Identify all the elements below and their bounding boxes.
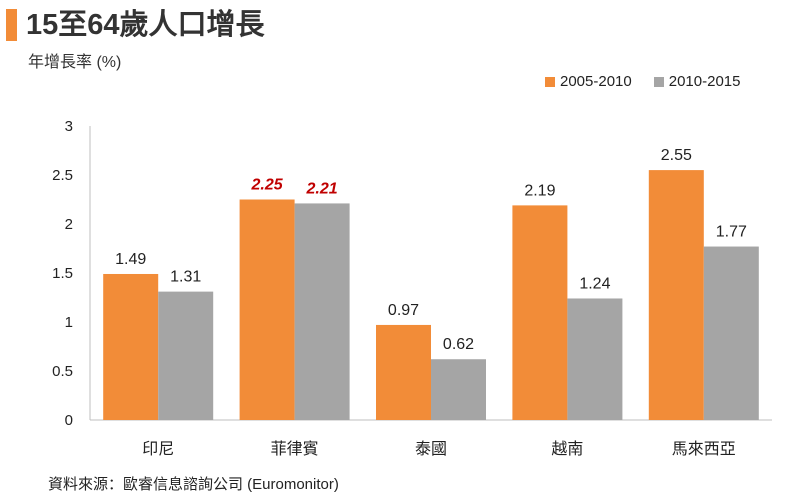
y-tick-label: 1.5 [52,265,73,282]
data-label: 0.97 [388,302,419,319]
data-label: 2.19 [524,182,555,199]
title-accent-bar [6,9,17,41]
y-tick-label: 3 [65,118,73,135]
data-label: 2.25 [251,177,284,194]
bar-1 [239,199,295,420]
data-label: 1.49 [115,251,146,268]
legend-swatch-series-2 [653,76,664,87]
x-tick-label: 越南 [551,440,583,458]
data-label: 1.24 [579,275,610,292]
data-label: 1.31 [170,269,201,286]
legend-swatch-series-1 [545,76,555,87]
chart-title: 15至64歲人口增長 [26,9,265,41]
data-label: 0.62 [443,336,474,353]
y-tick-label: 2.5 [52,167,73,184]
legend-item-series-1: 2005-2010 [545,73,632,90]
y-tick-label: 1 [65,314,73,331]
bar-2 [294,203,350,420]
source-note: 資料來源：歐睿信息諮詢公司 (Euromonitor) [48,476,339,493]
legend: 2005-2010 2010-2015 [545,73,762,90]
data-label: 2.21 [306,180,338,197]
legend-label-series-2: 2010-2015 [668,73,741,90]
bar-1 [648,170,704,420]
chart-subtitle: 年增長率 (%) [28,54,122,71]
y-tick-label: 0 [65,412,73,429]
bar-1 [103,273,159,420]
legend-label-series-1: 2005-2010 [560,73,632,90]
x-tick-label: 馬來西亞 [672,440,736,458]
y-tick-label: 0.5 [52,363,73,380]
bar-1 [376,324,431,420]
bar-2 [431,359,486,420]
data-label: 2.55 [661,147,692,164]
bar-1 [512,205,568,420]
legend-item-series-2: 2010-2015 [653,73,741,90]
x-tick-label: 泰國 [415,440,447,458]
x-tick-label: 印尼 [142,440,174,458]
y-tick-label: 2 [65,216,73,233]
bar-2 [703,246,759,420]
bar-2 [158,291,214,420]
data-label: 1.77 [716,224,747,241]
bar-2 [567,298,623,420]
x-tick-label: 菲律賓 [271,439,319,458]
